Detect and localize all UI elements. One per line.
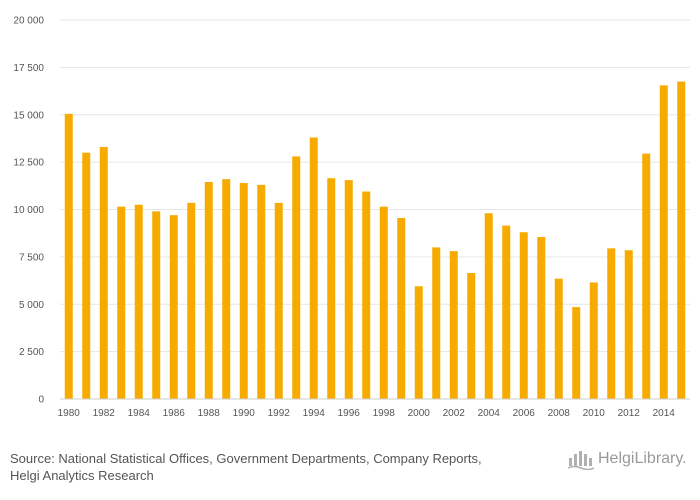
bar-1986 (169, 215, 178, 399)
x-tick-label: 1982 (93, 408, 116, 419)
bar-1985 (152, 211, 161, 399)
bar-2014 (659, 85, 668, 399)
bar-2012 (624, 250, 633, 399)
bar-1993 (292, 156, 301, 399)
bar-1982 (99, 146, 108, 399)
x-tick-label: 2008 (548, 408, 571, 419)
x-tick-label: 1998 (373, 408, 396, 419)
bar-2006 (519, 232, 528, 399)
x-tick-label: 1994 (303, 408, 326, 419)
gridlines (60, 19, 690, 353)
bar-2011 (607, 248, 616, 399)
y-tick-label: 0 (38, 395, 44, 406)
bar-2009 (572, 307, 581, 399)
helgi-library-logo: HelgiLibrary. (568, 448, 687, 470)
bar-1997 (362, 191, 371, 399)
x-tick-label: 1992 (268, 408, 291, 419)
source-line-2: Helgi Analytics Research (10, 468, 154, 483)
brand-name: HelgiLibrary. (598, 450, 687, 467)
x-tick-label: 2006 (513, 408, 536, 419)
x-tick-label: 2004 (478, 408, 501, 419)
x-tick-label: 2000 (408, 408, 431, 419)
bar-1980 (64, 113, 73, 400)
bar-2013 (642, 153, 651, 399)
building-icon (568, 451, 594, 470)
y-tick-label: 12 500 (13, 158, 44, 169)
bar-1996 (344, 180, 353, 399)
source-line-1: Source: National Statistical Offices, Go… (10, 451, 482, 466)
x-axis-ticks: 1980 1982 1984 1986 1988 1990 1992 1994 1996 1998… (58, 408, 676, 419)
bar-2008 (554, 278, 563, 399)
bar-1987 (187, 202, 196, 399)
x-tick-label: 2002 (443, 408, 466, 419)
bar-1984 (134, 204, 143, 399)
y-tick-label: 15 000 (13, 110, 44, 121)
bar-2015 (677, 81, 686, 400)
bar-chart: 0 2 500 5 000 7 500 10 000 12 500 15 000 17 500… (13, 16, 690, 419)
bar-1988 (204, 182, 213, 399)
y-tick-label: 7 500 (19, 252, 44, 263)
bar-1991 (257, 184, 266, 399)
bar-1981 (82, 152, 91, 399)
bars (64, 81, 686, 400)
y-tick-label: 17 500 (13, 63, 44, 74)
bar-1995 (327, 178, 336, 399)
x-tick-label: 1996 (338, 408, 361, 419)
x-tick-label: 1988 (198, 408, 221, 419)
y-axis-ticks: 0 2 500 5 000 7 500 10 000 12 500 15 000 17 500… (13, 16, 44, 406)
bar-1992 (274, 202, 283, 399)
x-tick-label: 1980 (58, 408, 81, 419)
bar-2003 (467, 272, 476, 399)
bar-2005 (502, 225, 511, 399)
bar-1990 (239, 182, 248, 399)
bar-2010 (589, 282, 598, 399)
x-tick-label: 1990 (233, 408, 256, 419)
bar-1998 (379, 206, 388, 399)
x-tick-label: 1986 (163, 408, 186, 419)
bar-2007 (537, 236, 546, 399)
bar-1983 (117, 206, 126, 399)
x-tick-label: 2012 (618, 408, 641, 419)
bar-2001 (432, 247, 441, 399)
bar-1994 (309, 137, 318, 400)
x-tick-label: 2010 (583, 408, 606, 419)
bar-2000 (414, 286, 423, 399)
bar-1999 (397, 218, 406, 399)
x-tick-label: 1984 (128, 408, 151, 419)
bar-1989 (222, 179, 231, 399)
bar-2002 (449, 251, 458, 399)
x-tick-label: 2014 (653, 408, 676, 419)
y-tick-label: 10 000 (13, 205, 44, 216)
source-note: Source: National Statistical Offices, Go… (10, 450, 550, 484)
y-tick-label: 5 000 (19, 300, 44, 311)
y-tick-label: 20 000 (13, 16, 44, 27)
bar-2004 (484, 213, 493, 399)
y-tick-label: 2 500 (19, 347, 44, 358)
